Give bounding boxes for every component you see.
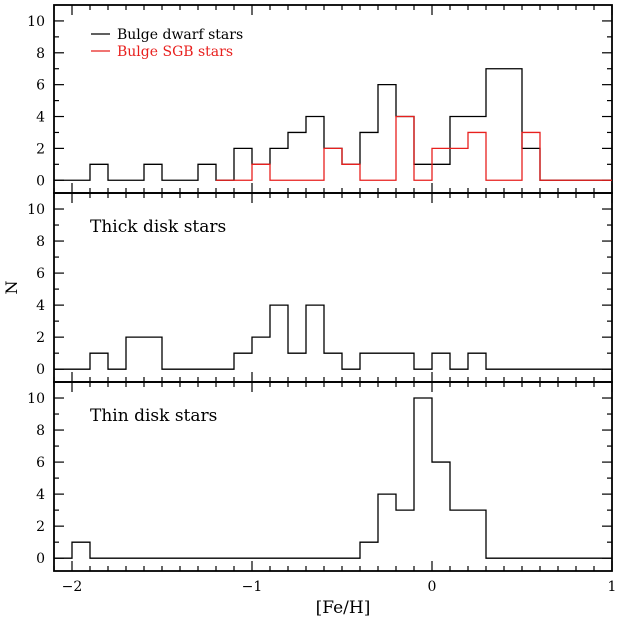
y-tick-label: 2 <box>36 519 45 535</box>
panel-middle: 0 2 4 6 8 10 Thick disk stars N <box>2 192 613 383</box>
y-tick-label: 2 <box>36 141 45 157</box>
y-tick-label: 8 <box>36 423 45 439</box>
x-tick-label: −2 <box>62 579 83 595</box>
y-tick-label: 6 <box>36 266 45 282</box>
y-tick-label: 0 <box>36 551 45 567</box>
y-tick-label: 0 <box>36 173 45 189</box>
panel-bottom: 0 2 4 6 8 10 Thin disk stars −2 −1 0 1 [Fe/H] <box>27 381 617 618</box>
y-tick-label: 6 <box>36 78 45 94</box>
legend-label: Bulge dwarf stars <box>117 27 243 43</box>
series-0-1-line <box>216 115 612 181</box>
y-tick-label: 10 <box>27 202 45 218</box>
panel-annotation: Thick disk stars <box>90 217 226 237</box>
y-tick-label: 4 <box>36 298 45 314</box>
y-tick-label: 6 <box>36 455 45 471</box>
y-tick-label: 4 <box>36 487 45 503</box>
y-tick-label: 8 <box>36 234 45 250</box>
y-tick-label: 0 <box>36 362 45 378</box>
y-tick-label: 4 <box>36 110 45 126</box>
panel-annotation: Thin disk stars <box>90 406 217 426</box>
y-tick-label: 10 <box>27 391 45 407</box>
panel-frame <box>53 381 613 572</box>
x-axis-label: [Fe/H] <box>316 598 371 618</box>
y-axis-label: N <box>2 281 21 295</box>
x-tick-label: 1 <box>608 579 617 595</box>
series-0-0-line <box>54 68 612 181</box>
y-tick-label: 10 <box>27 14 45 30</box>
series-2-0-line <box>54 397 612 559</box>
legend-label: Bulge SGB stars <box>117 44 233 60</box>
x-tick-label: −1 <box>242 579 263 595</box>
y-tick-label: 2 <box>36 330 45 346</box>
x-tick-label: 0 <box>428 579 437 595</box>
series-1-0-line <box>54 304 612 370</box>
y-tick-label: 8 <box>36 46 45 62</box>
